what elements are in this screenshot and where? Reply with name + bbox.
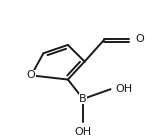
Text: O: O bbox=[27, 70, 36, 80]
Text: O: O bbox=[135, 34, 144, 44]
Text: B: B bbox=[79, 94, 87, 104]
Text: OH: OH bbox=[75, 127, 92, 136]
Text: OH: OH bbox=[115, 84, 132, 94]
